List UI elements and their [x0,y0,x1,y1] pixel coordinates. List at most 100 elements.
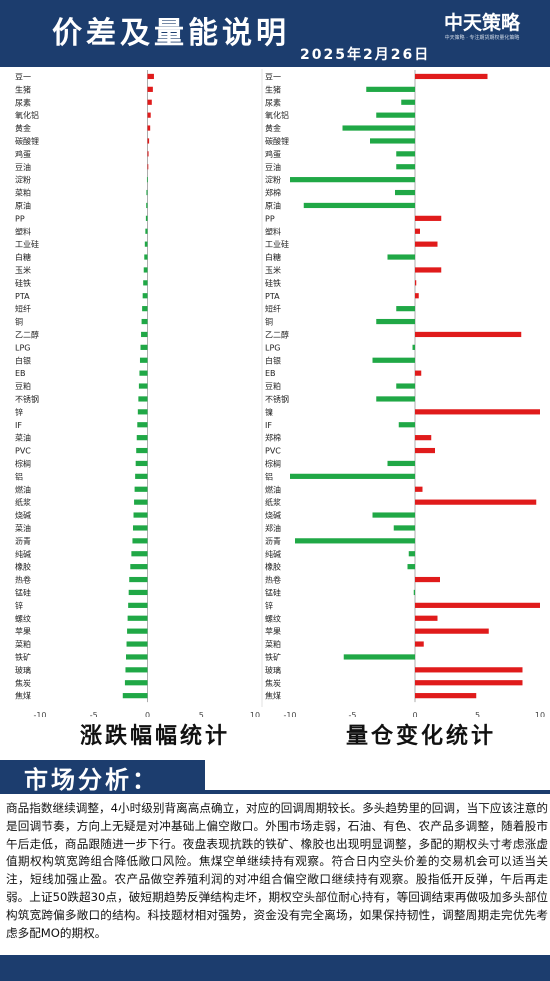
right-bar [415,602,540,608]
right-category-label: 沥青 [265,536,281,546]
right-bar [395,189,415,196]
left-category-label: 短纤 [15,304,31,314]
left-category-label: IF [15,421,22,430]
right-bar [415,435,432,441]
left-bar [147,99,152,105]
right-bar [366,86,415,92]
left-category-label: 白糖 [15,252,31,262]
right-bar [387,460,415,467]
right-bar [415,331,522,338]
charts-area: 豆一 生猪 尿素 氧化铝 黄金 碳酸锂 鸡蛋 豆油 淀粉 菜粕 原油 PP 塑料 工业硅 白糖 玉米 硅铁 PTA… [0,67,550,717]
right-category-label: 热卷 [265,575,281,585]
left-category-label: PP [15,214,25,223]
left-category-label: 铝 [15,471,23,481]
logo-text: 中天策略 [443,12,520,34]
left-bar [141,331,148,338]
left-category-label: 铜 [15,317,23,327]
left-bar [146,177,148,183]
left-bar [147,125,151,131]
header-banner: 价差及量能说明 2025年2月26日 中天策略 中天策略 · 专注期货期权量化策… [0,0,550,67]
right-category-label: 原油 [265,200,281,210]
right-category-label: 白银 [265,355,281,365]
right-bar [415,293,419,299]
left-bar [129,576,148,583]
right-bar [407,564,415,570]
right-category-label: IF [265,421,272,430]
left-category-label: 锌 [15,600,23,610]
right-category-label: 锰硅 [265,587,281,597]
left-bar [125,667,148,673]
left-bar [146,202,148,209]
right-category-label: 焦炭 [265,678,281,688]
left-bar [141,318,148,325]
left-bar [144,254,148,260]
right-category-label: 橡胶 [265,562,281,572]
right-tick-label: -5 [349,711,357,717]
left-bar [143,280,148,286]
right-bar [415,241,438,247]
left-category-label: 豆粕 [15,381,31,391]
right-bar [396,164,415,170]
right-category-label: 镍 [265,407,273,417]
left-bar [136,435,148,441]
section-title: 市场分析： [24,765,159,794]
left-category-label: 黄金 [15,123,31,133]
left-category-label: 原油 [15,200,31,210]
left-bar [138,383,148,389]
left-category-label: 焦煤 [15,691,31,701]
right-bar [396,383,415,389]
left-category-label: 燃油 [15,484,31,494]
left-bar [147,164,149,170]
market-analysis-text: 商品指数继续调整，4小时级别背离高点确立，对应的回调周期较长。多头趋势里的回调，… [6,801,548,940]
left-bar [139,370,148,376]
report-date: 2025年2月26日 [300,47,431,63]
left-bar [132,538,148,544]
right-category-label: 尿素 [265,97,281,107]
right-category-label: 郑棉 [265,188,281,198]
left-bar [128,602,148,608]
right-category-label: 棕榈 [265,458,281,468]
left-category-label: 菜油 [15,523,31,533]
brand-logo: 中天策略 中天策略 · 专注期货期权量化策略 [432,8,532,44]
right-tick-label: 0 [412,711,417,717]
right-category-label: 菜粕 [265,639,281,649]
right-category-label: PTA [265,292,280,301]
left-bar [127,615,148,621]
left-category-label: 硅铁 [15,278,31,288]
right-category-label: 硅铁 [265,278,281,288]
left-category-label: 鸡蛋 [15,149,31,159]
left-bar [142,293,148,299]
left-bar [138,396,148,402]
left-category-label: 菜粕 [15,639,31,649]
left-category-label: 铁矿 [15,652,31,662]
right-bar [415,641,424,647]
left-category-label: 氧化铝 [15,110,39,120]
left-bar [144,241,148,247]
section-underline [205,790,550,794]
left-category-label: 纸浆 [15,497,31,507]
left-category-label: 工业硅 [15,239,39,249]
right-category-label: 不锈钢 [265,394,289,404]
right-category-label: 燃油 [265,484,281,494]
right-bar [376,396,415,402]
left-category-label: 尿素 [15,97,31,107]
left-bar [137,422,148,428]
right-tick-label: 10 [535,711,545,717]
left-tick-label: 0 [145,711,150,717]
left-category-label: LPG [15,343,30,352]
left-category-label: 菜油 [15,433,31,443]
right-category-label: PVC [265,447,281,456]
left-category-label: 纯碱 [15,549,31,559]
right-category-label: 烧碱 [265,510,281,520]
right-bar [398,422,415,428]
right-category-label: 铁矿 [265,652,281,662]
left-bar [126,641,148,647]
right-bar [401,99,415,105]
left-bar [147,73,154,80]
left-category-label: 乙二醇 [15,329,39,339]
right-category-label: 白糖 [265,252,281,262]
right-bar [290,473,415,479]
left-category-label: PVC [15,447,31,456]
right-bar [396,151,415,157]
right-chart-caption: 量仓变化统计 [346,723,497,749]
